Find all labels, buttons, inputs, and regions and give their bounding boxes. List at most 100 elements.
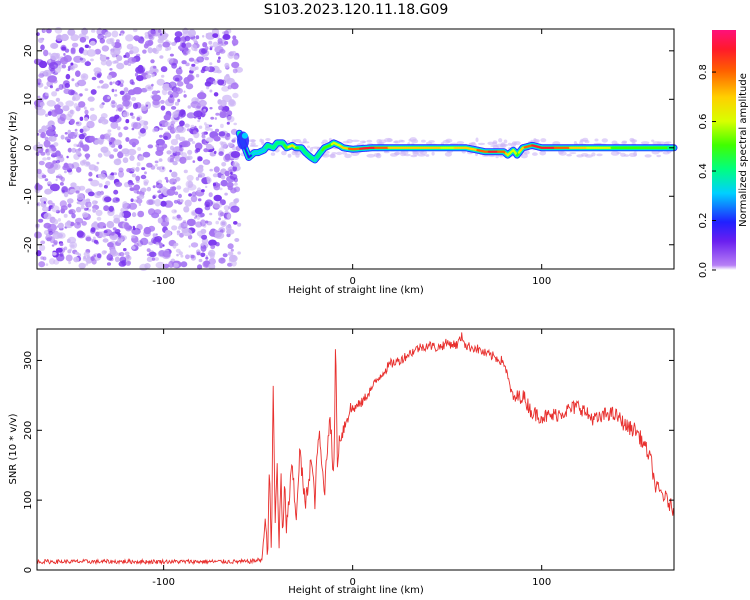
noise-dot [45, 113, 49, 118]
noise-dot [46, 156, 51, 161]
noise-dot [171, 225, 178, 231]
noise-dot [187, 105, 192, 109]
noise-dot [136, 75, 144, 82]
noise-dot [47, 183, 51, 187]
noise-dot [138, 194, 145, 200]
noise-dot [103, 184, 108, 189]
noise-dot [97, 222, 107, 229]
noise-dot [40, 240, 46, 245]
noise-dot [137, 147, 142, 151]
noise-dot [147, 144, 154, 149]
noise-dot [113, 41, 122, 49]
noise-dot [151, 90, 158, 95]
noise-dot [53, 152, 58, 156]
noise-dot [232, 165, 237, 172]
noise-dot [112, 197, 120, 203]
noise-dot [154, 68, 159, 72]
noise-dot [38, 261, 46, 268]
noise-dot [232, 68, 238, 74]
noise-dot [42, 256, 47, 261]
noise-dot [89, 135, 96, 143]
noise-dot [105, 59, 112, 67]
noise-dot [143, 43, 149, 49]
noise-dot [46, 233, 50, 238]
noise-dot [56, 253, 65, 262]
noise-dot [408, 138, 412, 142]
noise-dot [115, 81, 119, 85]
noise-dot [37, 141, 41, 145]
noise-dot [159, 127, 163, 131]
noise-dot [186, 128, 191, 132]
noise-dot [74, 128, 78, 132]
noise-dot [152, 47, 157, 54]
noise-dot [172, 111, 179, 118]
noise-dot [507, 142, 512, 146]
noise-dot [351, 139, 360, 142]
noise-dot [44, 86, 48, 90]
noise-dot [196, 105, 201, 109]
noise-dot [212, 173, 218, 178]
noise-dot [213, 92, 219, 97]
noise-dot [116, 39, 120, 43]
noise-dot [191, 63, 196, 67]
noise-dot [155, 163, 158, 167]
noise-dot [107, 96, 110, 100]
noise-dot [165, 47, 169, 52]
noise-dot [40, 131, 46, 139]
noise-dot [131, 212, 137, 218]
noise-dot [213, 194, 222, 202]
noise-dot [70, 49, 76, 55]
noise-dot [81, 221, 87, 226]
noise-dot [40, 44, 45, 51]
noise-dot [76, 201, 81, 205]
noise-dot [188, 193, 193, 197]
noise-dot [219, 187, 223, 191]
noise-dot [159, 55, 164, 59]
noise-dot [630, 139, 638, 143]
noise-dot [68, 210, 74, 215]
noise-dot [176, 185, 182, 190]
noise-dot [58, 84, 64, 90]
noise-dot [265, 138, 271, 141]
noise-dot [139, 128, 146, 134]
noise-dot [132, 225, 135, 229]
noise-dot [201, 189, 205, 193]
noise-dot [190, 242, 199, 248]
noise-dot [144, 171, 147, 175]
noise-dot [74, 251, 79, 255]
noise-dot [48, 59, 52, 63]
noise-dot [664, 141, 672, 144]
noise-dot [225, 224, 232, 231]
noise-dot [232, 161, 239, 168]
noise-dot [128, 138, 140, 146]
noise-dot [71, 147, 77, 153]
noise-dot [46, 152, 51, 156]
noise-dot [421, 139, 426, 143]
noise-dot [159, 245, 163, 249]
noise-dot [90, 89, 97, 95]
noise-dot [78, 101, 86, 108]
y-tick-label: 200 [23, 421, 34, 440]
noise-dot [146, 199, 154, 206]
noise-dot [105, 180, 111, 186]
noise-dot [154, 160, 159, 164]
noise-dot [82, 212, 89, 218]
noise-dot [150, 236, 161, 245]
noise-dot [205, 185, 208, 189]
noise-dot [576, 154, 584, 158]
noise-dot [125, 34, 134, 42]
noise-dot [75, 206, 82, 213]
noise-dot [233, 122, 237, 126]
noise-dot [230, 248, 234, 252]
noise-dot [37, 95, 41, 99]
noise-dot [113, 189, 119, 195]
noise-dot [197, 198, 202, 202]
noise-dot [84, 35, 89, 40]
noise-dot [140, 106, 148, 112]
noise-dot [215, 112, 220, 116]
noise-dot [106, 137, 112, 141]
noise-dot [132, 122, 142, 130]
noise-dot [136, 162, 141, 167]
noise-dot [205, 66, 211, 72]
noise-dot [57, 218, 62, 222]
